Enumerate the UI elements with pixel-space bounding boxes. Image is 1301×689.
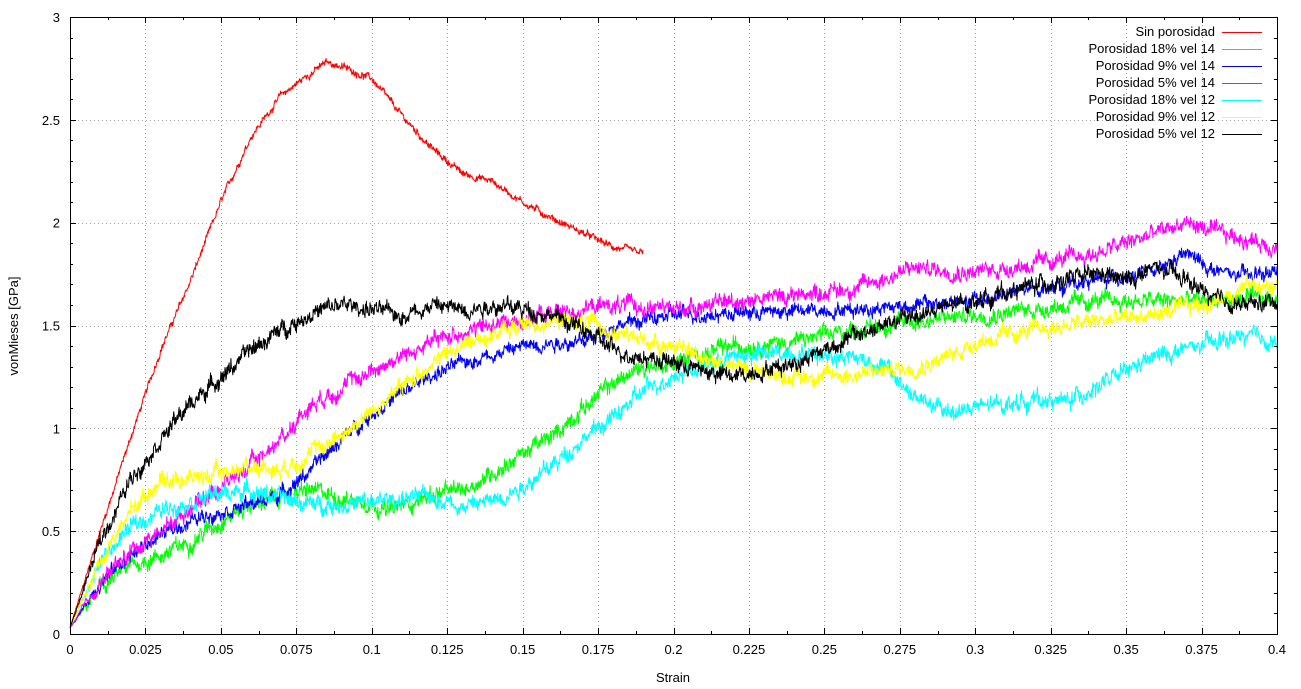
- x-tick-label: 0.075: [280, 642, 313, 657]
- x-tick-label: 0.1: [363, 642, 381, 657]
- x-tick-label: 0.275: [884, 642, 917, 657]
- y-tick-label: 3: [53, 10, 60, 25]
- y-tick-label: 1.5: [42, 319, 60, 334]
- x-tick-label: 0.05: [208, 642, 233, 657]
- legend-label: Porosidad 18% vel 14: [1089, 41, 1215, 56]
- legend-label: Porosidad 18% vel 12: [1089, 92, 1215, 107]
- x-tick-label: 0.4: [1268, 642, 1286, 657]
- x-tick-label: 0.375: [1185, 642, 1218, 657]
- legend-label: Porosidad 9% vel 14: [1096, 58, 1215, 73]
- x-tick-label: 0.25: [812, 642, 837, 657]
- axis-ticks: [70, 17, 1278, 635]
- x-tick-label: 0.15: [510, 642, 535, 657]
- series-line: [69, 259, 1278, 628]
- series-line: [69, 57, 644, 628]
- series-group: [69, 57, 1278, 629]
- series-line: [69, 324, 1278, 629]
- legend-label: Porosidad 9% vel 12: [1096, 109, 1215, 124]
- axis-tick-labels: 0 0.025 0.05 0.075 0.1 0.125 0.15 0.175 0.2 0.225…: [42, 10, 1286, 657]
- y-tick-label: 2.5: [42, 113, 60, 128]
- x-tick-label: 0.2: [664, 642, 682, 657]
- x-tick-label: 0.325: [1034, 642, 1067, 657]
- x-tick-label: 0.025: [129, 642, 162, 657]
- legend-label: Sin porosidad: [1136, 24, 1216, 39]
- x-tick-label: 0.125: [431, 642, 464, 657]
- legend-label: Porosidad 5% vel 12: [1096, 126, 1215, 141]
- legend: Sin porosidad Porosidad 18% vel 14 Porosid…: [1089, 24, 1262, 141]
- x-tick-label: 0.35: [1113, 642, 1138, 657]
- x-axis-title: Strain: [656, 670, 690, 685]
- series-line: [69, 215, 1278, 629]
- series-line: [69, 271, 1278, 629]
- y-tick-label: 2: [53, 216, 60, 231]
- y-tick-label: 0: [53, 627, 60, 642]
- x-tick-label: 0.225: [733, 642, 766, 657]
- legend-label: Porosidad 5% vel 14: [1096, 75, 1215, 90]
- x-tick-label: 0.3: [966, 642, 984, 657]
- y-tick-label: 1: [53, 421, 60, 436]
- y-tick-label: 0.5: [42, 524, 60, 539]
- x-tick-label: 0.175: [582, 642, 615, 657]
- y-axis-title: vonMieses [GPa]: [6, 277, 21, 376]
- x-tick-label: 0: [66, 642, 73, 657]
